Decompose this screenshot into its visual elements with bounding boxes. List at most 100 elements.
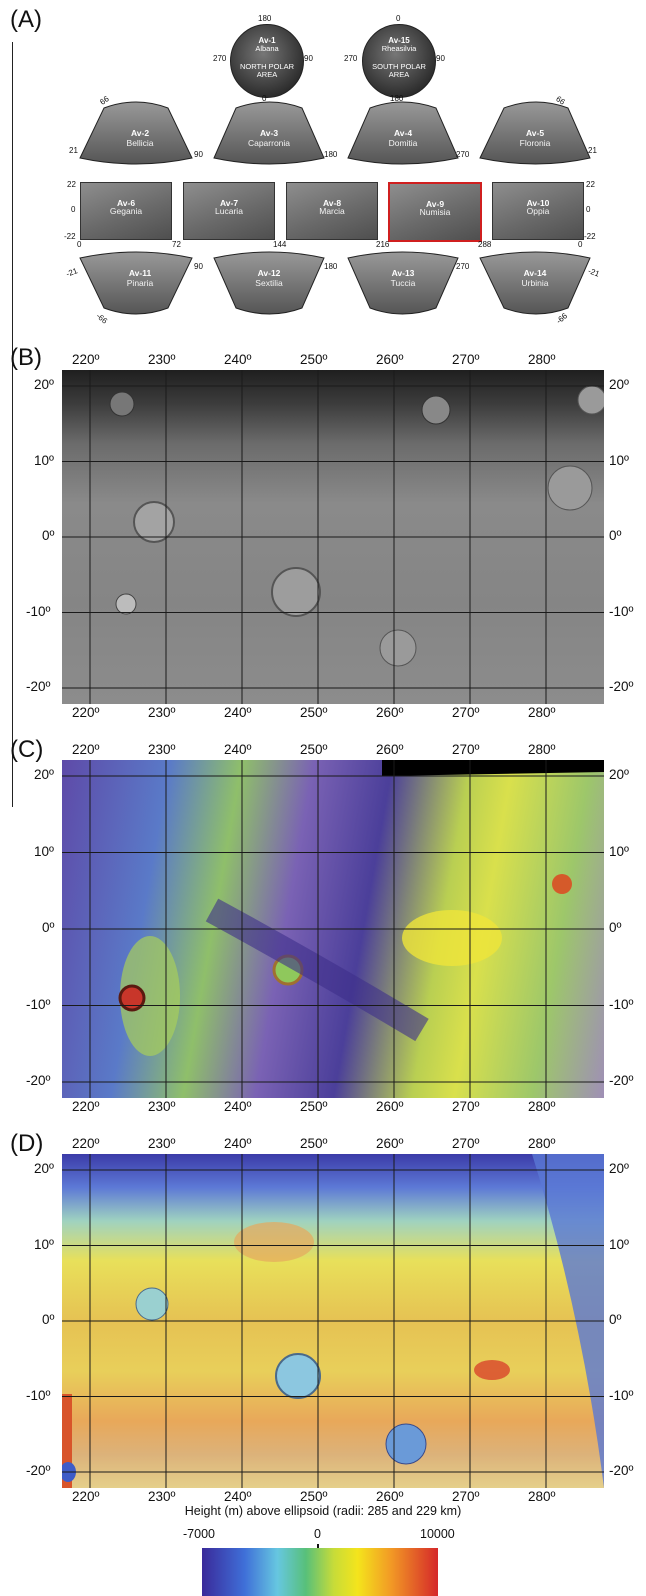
lat-label-b-right: 0º xyxy=(609,528,622,543)
lat-label-c-left: 20º xyxy=(34,767,54,782)
lon-label-d-top: 220º xyxy=(72,1136,100,1151)
lon-label-c-bottom: 220º xyxy=(72,1099,100,1114)
row2-lat-bottom-right: -22 xyxy=(584,232,596,241)
tile-av11-shape xyxy=(79,251,193,315)
lon-label-d-top: 230º xyxy=(148,1136,176,1151)
tile-av14: Av-14 Urbinia xyxy=(480,268,590,288)
polar-south-sub1: Rheasilvia xyxy=(381,44,417,53)
tile-av2-shape xyxy=(79,101,193,165)
lat-label-c-left: 0º xyxy=(42,920,55,935)
map-c-features xyxy=(118,760,604,1056)
tile-av2-name: Av-2 xyxy=(130,128,150,138)
lon-label-b-bottom: 240º xyxy=(224,705,252,720)
map-b-grid xyxy=(62,370,604,704)
row2-lon-288: 288 xyxy=(478,240,492,249)
colorbar-mid-label: 0 xyxy=(314,1527,321,1541)
row1-lon-1: 90 xyxy=(194,150,203,159)
lon-label-c-top: 240º xyxy=(224,742,252,757)
polar-north-top-tick: 180 xyxy=(258,14,272,23)
lat-label-b-right: 10º xyxy=(609,452,629,468)
lon-label-d-top: 280º xyxy=(528,1136,556,1151)
lat-label-c-right: 0º xyxy=(609,920,622,935)
tile-av9-name: Av-9 xyxy=(425,199,445,209)
polar-south-top-tick: 0 xyxy=(396,14,401,23)
polar-tile-north: Av-1 Albana NORTH POLAR AREA xyxy=(230,24,304,98)
polar-north-bottom-tick: 0 xyxy=(262,94,267,103)
lon-label-d-bottom: 230º xyxy=(148,1489,176,1504)
lat-label-c-left: -20º xyxy=(26,1073,51,1088)
tile-av2: Av-2 Bellicia xyxy=(80,128,200,148)
panel-divider-line xyxy=(12,42,13,807)
lat-label-d-left: 0º xyxy=(42,1312,55,1327)
tile-av11: Av-11 Pinaria xyxy=(80,268,200,288)
tile-av12-sub: Sextilia xyxy=(255,278,283,288)
row1-lat-bottom-right: 21 xyxy=(588,146,597,155)
lon-label-d-bottom: 240º xyxy=(224,1489,252,1504)
lon-label-d-bottom: 260º xyxy=(376,1489,404,1504)
tile-av11-sub: Pinaria xyxy=(126,278,154,288)
lon-label-c-top: 270º xyxy=(452,742,480,757)
lat-label-c-right: -20º xyxy=(609,1073,634,1088)
panel-b-label: (B) xyxy=(10,344,42,371)
row2-lon-216: 216 xyxy=(376,240,390,249)
tile-av13-shape xyxy=(347,251,459,315)
polar-south-sub2: SOUTH POLAR xyxy=(372,62,426,71)
tile-av5-name: Av-5 xyxy=(525,128,545,138)
row2-lat-top-left: 22 xyxy=(67,180,76,189)
lon-label-b-bottom: 230º xyxy=(148,705,176,720)
lat-label-d-left: 20º xyxy=(34,1161,54,1176)
row3-lon-1: 90 xyxy=(194,262,203,271)
row1-tile-shapes xyxy=(79,101,591,165)
tile-av7-name: Av-7 xyxy=(219,198,239,208)
lon-label-d-bottom: 220º xyxy=(72,1489,100,1504)
tile-av11-name: Av-11 xyxy=(128,268,152,278)
lon-label-d-top: 270º xyxy=(452,1136,480,1151)
row2-lat-bottom-left: -22 xyxy=(64,232,76,241)
tile-av14-sub: Urbinia xyxy=(521,278,549,288)
tile-av3-shape xyxy=(213,101,325,165)
lat-label-c-left: -10º xyxy=(26,996,51,1012)
tile-av5-shape xyxy=(479,101,591,165)
row3-lon-3: 270 xyxy=(456,262,470,271)
lon-label-c-top: 260º xyxy=(376,742,404,757)
tile-av5: Av-5 Floronia xyxy=(480,128,590,148)
polar-south-bottom-tick: 180 xyxy=(390,94,404,103)
tile-av12-shape xyxy=(213,251,325,315)
row3-tile-shapes xyxy=(79,251,591,315)
lat-label-d-left: -20º xyxy=(26,1463,51,1478)
polar-north-sub3: AREA xyxy=(256,70,278,79)
lat-label-c-right: 10º xyxy=(609,843,629,859)
lat-label-c-right: 20º xyxy=(609,767,629,782)
lat-label-b-left: -20º xyxy=(26,679,51,694)
colorbar-title: Height (m) above ellipsoid (radii: 285 a… xyxy=(184,1504,462,1518)
lon-label-b-top: 220º xyxy=(72,352,100,367)
tile-av2-sub: Bellicia xyxy=(126,138,154,148)
tile-av5-sub: Floronia xyxy=(519,138,551,148)
map-b-features xyxy=(109,385,604,667)
tile-av3: Av-3 Caparronia xyxy=(214,128,324,148)
map-c-grid xyxy=(62,760,604,1098)
lat-label-d-right: -10º xyxy=(609,1387,634,1403)
polar-north-name: Av-1 xyxy=(258,36,276,45)
tile-av3-name: Av-3 xyxy=(259,128,279,138)
row2-lon-0: 0 xyxy=(77,240,82,249)
colorbar-zero-tick xyxy=(317,1544,319,1549)
lon-label-b-top: 250º xyxy=(300,352,328,367)
tile-av10: Av-10 Oppia xyxy=(492,182,584,240)
polar-south-right-tick: 90 xyxy=(436,54,445,63)
lon-label-d-bottom: 280º xyxy=(528,1489,556,1504)
row1-lon-2: 180 xyxy=(324,150,338,159)
panel-d-label: (D) xyxy=(10,1130,44,1157)
lat-label-d-right: 20º xyxy=(609,1161,629,1176)
lon-label-c-bottom: 280º xyxy=(528,1099,556,1114)
lon-label-b-bottom: 280º xyxy=(528,705,556,720)
lat-label-b-left: 20º xyxy=(34,377,54,392)
row2-lat-top-right: 22 xyxy=(586,180,595,189)
tile-av12: Av-12 Sextilia xyxy=(214,268,324,288)
polar-south-left-tick: 270 xyxy=(344,54,358,63)
lon-label-c-bottom: 240º xyxy=(224,1099,252,1114)
lon-label-d-top: 260º xyxy=(376,1136,404,1151)
tile-av6-name: Av-6 xyxy=(116,198,136,208)
polar-north-sub1: Albana xyxy=(255,44,279,53)
lon-label-c-bottom: 250º xyxy=(300,1099,328,1114)
